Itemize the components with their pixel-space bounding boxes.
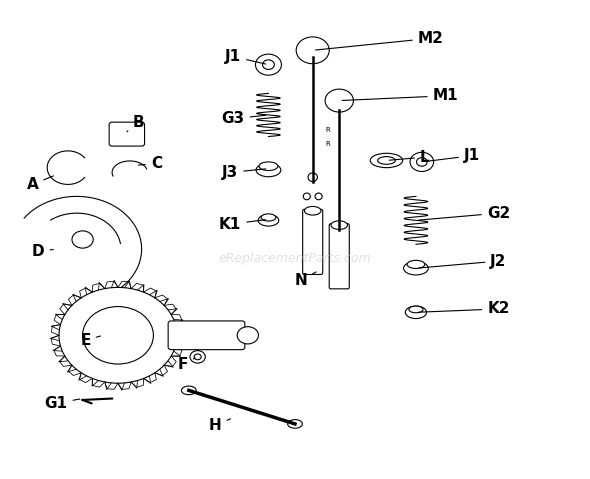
Ellipse shape: [258, 215, 278, 226]
Text: K2: K2: [419, 301, 510, 317]
Text: N: N: [294, 272, 316, 288]
Circle shape: [59, 287, 177, 383]
Circle shape: [190, 351, 205, 363]
Text: C: C: [139, 156, 162, 171]
Ellipse shape: [342, 239, 348, 245]
Ellipse shape: [378, 157, 395, 164]
Ellipse shape: [330, 239, 336, 245]
Text: R: R: [325, 141, 330, 147]
FancyBboxPatch shape: [329, 224, 349, 289]
Ellipse shape: [181, 386, 196, 395]
Ellipse shape: [405, 306, 427, 319]
Text: E: E: [80, 332, 100, 348]
Circle shape: [296, 37, 329, 64]
Circle shape: [263, 60, 274, 69]
Text: K1: K1: [219, 217, 266, 232]
Text: R: R: [325, 127, 330, 133]
Text: G3: G3: [221, 111, 266, 126]
Ellipse shape: [288, 420, 302, 428]
Ellipse shape: [404, 262, 428, 275]
FancyBboxPatch shape: [303, 209, 323, 274]
Ellipse shape: [315, 193, 322, 200]
Ellipse shape: [335, 221, 343, 229]
Ellipse shape: [407, 261, 425, 268]
Text: B: B: [127, 114, 145, 132]
Circle shape: [194, 354, 201, 360]
Ellipse shape: [409, 306, 423, 313]
Ellipse shape: [304, 206, 321, 215]
Text: L: L: [389, 149, 430, 165]
Circle shape: [325, 89, 353, 112]
Circle shape: [255, 54, 281, 75]
Ellipse shape: [303, 193, 310, 200]
Ellipse shape: [308, 173, 317, 182]
Circle shape: [83, 307, 153, 364]
Text: J2: J2: [419, 253, 507, 269]
Text: J1: J1: [225, 49, 266, 64]
Ellipse shape: [371, 153, 402, 168]
Text: D: D: [32, 244, 53, 259]
Text: G1: G1: [45, 396, 80, 411]
Text: J3: J3: [222, 165, 266, 180]
Text: M2: M2: [316, 31, 444, 50]
Ellipse shape: [261, 214, 276, 221]
Text: F: F: [178, 356, 195, 372]
Text: G2: G2: [419, 205, 510, 221]
Text: H: H: [209, 418, 231, 433]
Text: J1: J1: [425, 148, 480, 163]
Circle shape: [410, 152, 434, 171]
Text: A: A: [27, 176, 54, 192]
Circle shape: [237, 327, 258, 344]
Ellipse shape: [256, 163, 281, 177]
Circle shape: [417, 158, 427, 166]
Ellipse shape: [331, 221, 348, 229]
FancyBboxPatch shape: [168, 321, 245, 350]
Text: eReplacementParts.com: eReplacementParts.com: [219, 252, 371, 265]
Ellipse shape: [259, 162, 278, 171]
Text: M1: M1: [342, 88, 458, 103]
